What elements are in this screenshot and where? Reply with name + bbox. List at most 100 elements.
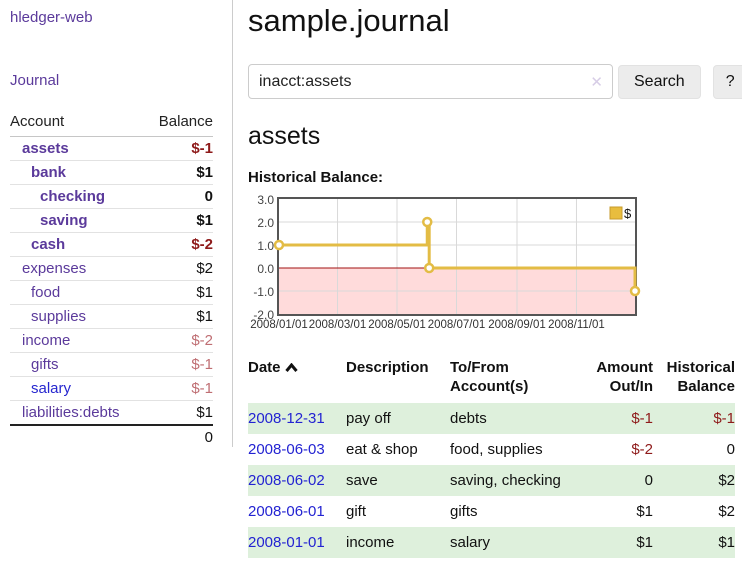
clear-search-icon[interactable]: ✕: [590, 74, 603, 91]
x-axis-tick-label: 2008/05/01: [368, 319, 426, 331]
transaction-date-link[interactable]: 2008-12-31: [248, 410, 325, 427]
transaction-date-link[interactable]: 2008-06-02: [248, 472, 325, 489]
sidebar: hledger-web Journal Account Balance asse…: [0, 0, 233, 449]
account-row: salary $-1: [10, 376, 213, 401]
account-link[interactable]: liabilities:debts: [22, 404, 120, 421]
account-link[interactable]: cash: [31, 236, 66, 253]
transaction-description: gift: [346, 503, 367, 520]
transaction-balance: 0: [726, 441, 735, 458]
register-header-accounts[interactable]: To/From Account(s): [450, 359, 529, 395]
transaction-date-link[interactable]: 2008-06-03: [248, 441, 325, 458]
transaction-description: save: [346, 465, 450, 496]
account-balance: $1: [145, 304, 213, 329]
accounts-column-header: Account: [10, 110, 146, 137]
account-row: expenses $2: [10, 256, 213, 281]
transaction-amount: $1: [636, 503, 653, 520]
transaction-amount: $-1: [580, 403, 653, 434]
account-balance: $1: [145, 208, 213, 233]
account-balance: $-1: [145, 376, 213, 401]
account-link[interactable]: checking: [40, 188, 106, 205]
chart-title: Historical Balance:: [248, 169, 384, 186]
sort-ascending-icon: [284, 359, 298, 378]
transaction-description: eat & shop: [346, 441, 418, 458]
y-axis-tick-label: -2.0: [253, 308, 274, 322]
help-button[interactable]: ?: [712, 64, 742, 99]
accounts-total: 0: [145, 424, 213, 449]
x-axis-tick-label: 2008/07/01: [427, 319, 486, 331]
transaction-description: pay off: [346, 403, 450, 434]
historical-balance-chart: $ 3.0 2.0 1.0 0.0 -1.0 -2.0 2008/01/01 2008/03/…: [248, 193, 738, 337]
balance-column-header: Balance: [145, 110, 213, 137]
register-row: 2008-01-01 income salary $1 $1: [248, 527, 735, 558]
account-balance: $1: [145, 160, 213, 185]
register-header-description[interactable]: Description: [346, 359, 429, 376]
account-balance: 0: [145, 184, 213, 209]
x-axis-tick-label: 2008/01/01: [250, 319, 308, 331]
search-form: ✕ Search ?: [248, 64, 742, 99]
account-row: assets $-1: [10, 137, 213, 161]
account-row: supplies $1: [10, 304, 213, 329]
transaction-balance: $1: [653, 527, 735, 558]
account-link[interactable]: saving: [40, 212, 88, 229]
y-axis-tick-label: 1.0: [257, 239, 274, 253]
main-content: sample.journal ✕ Search ? assets Histori…: [248, 0, 742, 558]
legend-swatch: [609, 206, 623, 220]
transaction-balance: $2: [653, 465, 735, 496]
transaction-balance: $-1: [653, 403, 735, 434]
accounts-total-row: 0: [10, 424, 213, 449]
account-row: liabilities:debts $1: [10, 400, 213, 425]
register-table: Date Description To/From Account(s) Amou…: [248, 358, 735, 558]
account-link[interactable]: assets: [22, 140, 69, 157]
transaction-amount: $-2: [631, 441, 653, 458]
account-row: saving $1: [10, 208, 213, 233]
account-balance: $-1: [191, 140, 213, 157]
transaction-balance: $2: [718, 503, 735, 520]
transaction-amount: 0: [580, 465, 653, 496]
account-balance: $-2: [145, 328, 213, 353]
y-axis-tick-label: 0.0: [257, 262, 274, 276]
account-balance: $1: [145, 280, 213, 305]
register-header-amount[interactable]: Amount Out/In: [596, 359, 653, 395]
register-header-date[interactable]: Date: [248, 358, 346, 403]
sidebar-item-journal[interactable]: Journal: [10, 72, 60, 89]
x-axis-tick-label: 2008/11/01: [548, 319, 605, 331]
transaction-accounts: saving, checking: [450, 465, 580, 496]
account-link[interactable]: income: [22, 332, 71, 349]
account-link[interactable]: supplies: [31, 308, 87, 325]
accounts-table: Account Balance assets $-1 bank $1 checking 0…: [10, 110, 213, 449]
account-link[interactable]: bank: [31, 164, 67, 181]
register-row: 2008-06-03 eat & shop food, supplies $-2 0: [248, 434, 735, 465]
transaction-date-link[interactable]: 2008-06-01: [248, 503, 325, 520]
account-balance: $-2: [145, 232, 213, 257]
transaction-date-link[interactable]: 2008-01-01: [248, 534, 325, 551]
y-axis-tick-label: 2.0: [257, 216, 274, 230]
account-row: gifts $-1: [10, 352, 213, 377]
y-axis-tick-label: -1.0: [253, 285, 274, 299]
transaction-accounts: food, supplies: [450, 441, 543, 458]
chart-plot-area: $: [273, 197, 641, 316]
register-row: 2008-06-01 gift gifts $1 $2: [248, 496, 735, 527]
account-balance: $2: [145, 256, 213, 281]
account-row: income $-2: [10, 328, 213, 353]
account-heading: assets: [248, 122, 321, 150]
app-title-link[interactable]: hledger-web: [10, 9, 93, 26]
transaction-accounts: gifts: [450, 503, 478, 520]
account-row: food $1: [10, 280, 213, 305]
register-row: 2008-06-02 save saving, checking 0 $2: [248, 465, 735, 496]
account-row: bank $1: [10, 160, 213, 185]
transaction-accounts: salary: [450, 527, 580, 558]
x-axis-tick-label: 2008/09/01: [488, 319, 546, 331]
account-row: checking 0: [10, 184, 213, 209]
account-row: cash $-2: [10, 232, 213, 257]
y-axis-tick-label: 3.0: [257, 193, 274, 207]
account-link[interactable]: food: [31, 284, 61, 301]
register-header-balance[interactable]: Historical Balance: [666, 359, 735, 395]
account-balance: $-1: [145, 352, 213, 377]
x-axis-tick-label: 2008/03/01: [308, 319, 367, 331]
register-row: 2008-12-31 pay off debts $-1 $-1: [248, 403, 735, 434]
account-link[interactable]: expenses: [22, 260, 87, 277]
account-link[interactable]: salary: [31, 380, 72, 397]
search-button[interactable]: Search: [618, 64, 701, 99]
account-link[interactable]: gifts: [31, 356, 59, 373]
search-input[interactable]: [248, 64, 613, 99]
